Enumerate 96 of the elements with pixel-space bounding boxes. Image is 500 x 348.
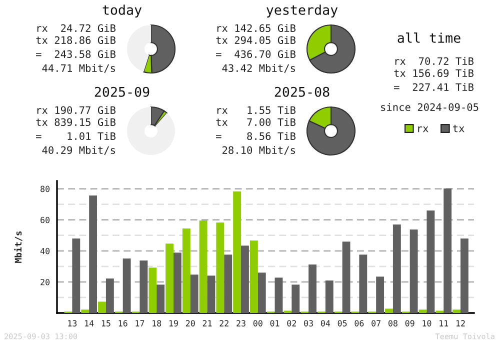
x-tick-label: 01 — [270, 320, 280, 326]
bar — [342, 242, 350, 313]
bar — [444, 188, 452, 313]
text: = 227.41 TiB — [394, 83, 474, 91]
x-tick-label: 15 — [102, 320, 110, 326]
bar — [426, 210, 435, 313]
text: rx 24.72 GiB — [37, 24, 116, 32]
bar — [376, 276, 384, 313]
chart-title: 2025-09 — [94, 86, 150, 97]
bar — [98, 302, 106, 313]
x-tick-label: 23 — [236, 320, 246, 326]
text: 40.29 Mbit/s — [42, 146, 115, 155]
bar — [166, 244, 174, 313]
bar — [122, 258, 131, 313]
bar — [182, 228, 190, 313]
bar — [89, 195, 98, 313]
bar — [140, 260, 148, 313]
bar — [148, 268, 157, 313]
bar — [81, 310, 90, 313]
bar — [325, 280, 334, 313]
x-tick-label: 05 — [338, 320, 347, 326]
text: tx 7.00 TiB — [216, 118, 296, 126]
donut-slice — [309, 24, 356, 74]
x-tick-label: 13 — [68, 320, 77, 326]
bar — [106, 278, 114, 313]
text: tx 839.15 GiB — [36, 118, 116, 126]
donut-slice — [127, 107, 175, 155]
y-tick-label: 40 — [40, 248, 50, 254]
x-tick-label: 14 — [85, 320, 94, 326]
bar — [410, 229, 418, 313]
x-tick-label: 18 — [152, 320, 162, 326]
text: = 436.70 GiB — [216, 50, 296, 58]
chart-title: yesterday — [266, 4, 338, 18]
bar — [385, 308, 393, 313]
x-tick-label: 04 — [320, 320, 330, 326]
y-tick-label: 80 — [40, 186, 50, 192]
text: rx 1.55 TiB — [217, 106, 296, 114]
y-tick-label: 20 — [40, 278, 50, 286]
x-tick-label: 16 — [118, 320, 128, 326]
text: rx 70.72 TiB — [395, 57, 474, 66]
bar — [233, 191, 242, 313]
x-tick-label: 17 — [136, 320, 144, 326]
text: 43.42 Mbit/s — [222, 64, 295, 73]
bar — [216, 222, 224, 313]
bar — [359, 254, 368, 313]
donut-slice — [306, 106, 356, 156]
y-axis-title: Mbit/s — [14, 231, 22, 263]
text: rx 190.77 GiB — [37, 106, 116, 114]
legend-label: tx — [453, 124, 464, 132]
donut-slice — [127, 25, 151, 72]
x-tick-label: 00 — [253, 320, 262, 326]
x-tick-label: 10 — [422, 320, 432, 326]
bar — [173, 252, 182, 313]
text: tx 156.69 TiB — [394, 69, 474, 78]
text: rx 142.65 GiB — [217, 24, 296, 32]
chart-title: today — [102, 4, 142, 18]
bar — [274, 278, 283, 313]
x-tick-label: 21 — [202, 320, 212, 326]
bar — [250, 240, 258, 313]
text: = 8.56 TiB — [216, 132, 296, 140]
x-tick-label: 19 — [169, 320, 178, 326]
x-tick-label: 22 — [220, 320, 228, 326]
bar — [199, 220, 208, 313]
text: since 2024-09-05 — [381, 103, 478, 112]
chart-title: 2025-08 — [274, 86, 330, 97]
bar — [241, 246, 249, 313]
text: 28.10 Mbit/s — [222, 146, 295, 155]
x-tick-label: 08 — [388, 320, 398, 326]
text: tx 294.05 GiB — [216, 36, 296, 44]
x-tick-label: 03 — [304, 320, 313, 326]
text: = 1.01 TiB — [36, 132, 116, 140]
legend-label: rx — [418, 126, 428, 132]
bar — [190, 274, 198, 313]
x-tick-label: 09 — [405, 320, 414, 326]
x-tick-label: 06 — [354, 320, 364, 326]
text: all time — [398, 32, 460, 43]
text: tx 218.86 GiB — [36, 36, 116, 44]
bar — [452, 310, 460, 313]
text: = 243.58 GiB — [36, 50, 116, 58]
x-tick-label: 07 — [372, 320, 380, 326]
bar — [156, 284, 165, 313]
text: 44.71 Mbit/s — [42, 64, 115, 73]
y-tick-label: 60 — [40, 216, 50, 224]
bar — [418, 310, 427, 313]
x-tick-label: 02 — [287, 320, 296, 326]
bar — [258, 272, 266, 313]
bar — [292, 284, 300, 313]
x-tick-label: 11 — [440, 320, 448, 326]
bar — [460, 238, 468, 313]
bar — [224, 254, 232, 313]
x-tick-label: 12 — [456, 320, 465, 326]
x-tick-label: 20 — [186, 320, 195, 326]
bar — [308, 264, 316, 313]
bar — [72, 238, 80, 313]
bar — [207, 276, 216, 313]
bar — [392, 224, 401, 313]
